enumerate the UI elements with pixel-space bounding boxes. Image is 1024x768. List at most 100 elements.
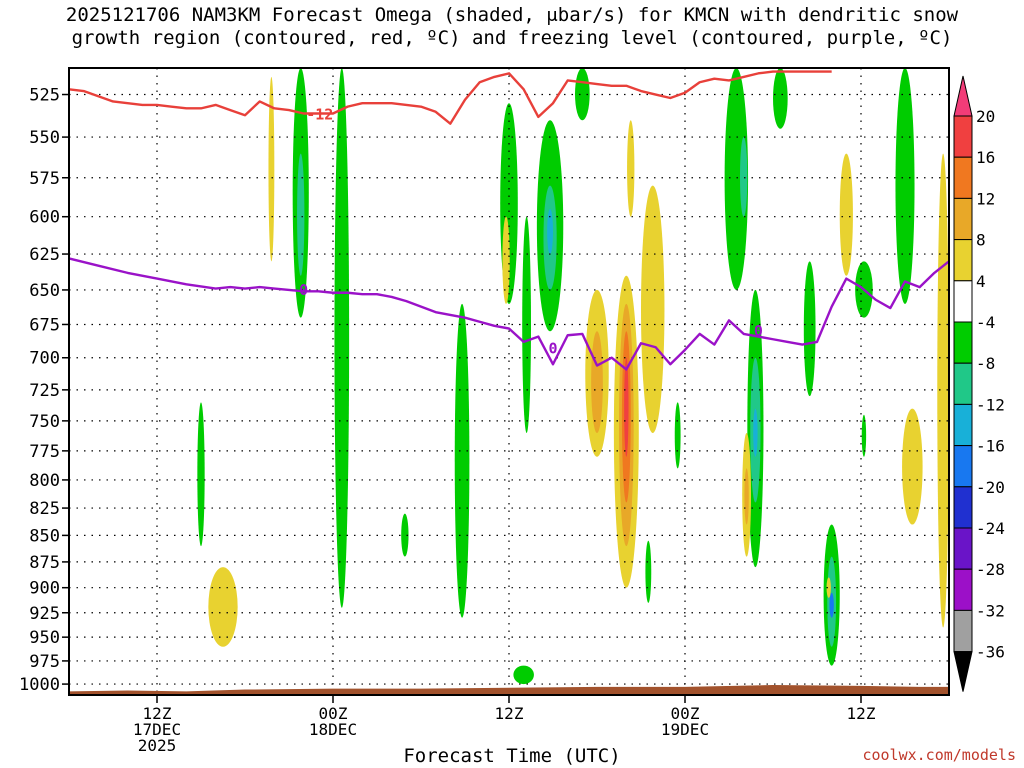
omega-region-13 [645, 540, 652, 603]
omega-region-5 [454, 303, 470, 618]
colorbar-label: -8 [976, 354, 995, 373]
y-tick-label: 625 [29, 245, 60, 265]
omega-region-41 [839, 153, 853, 276]
omega-region-20 [753, 408, 758, 457]
omega-region-15 [724, 68, 749, 290]
colorbar-band [953, 239, 973, 282]
omega-shading [197, 67, 950, 685]
omega-region-36 [624, 357, 629, 457]
omega-region-40 [744, 468, 749, 525]
omega-region-24 [829, 592, 834, 618]
omega-region-44 [937, 153, 950, 628]
colorbar-band [953, 445, 973, 488]
colorbar-label: -24 [976, 519, 1005, 538]
y-tick-label: 925 [29, 604, 60, 624]
x-tick-label: 12Z [495, 704, 524, 723]
y-tick-label: 825 [29, 499, 60, 519]
dendritic-contour-line [68, 70, 832, 125]
colorbar-band [953, 403, 973, 447]
x-tick-label: 17DEC [133, 720, 181, 739]
y-tick-label: 575 [29, 169, 60, 189]
dendritic-contour-label: -12 [306, 105, 333, 123]
terrain-area [69, 685, 949, 695]
colorbar: 20 16 12 8 4 -4 -8 -12 -16 -20 -24 -28 -32 -36 [953, 75, 1005, 692]
title-line-2: growth region (contoured, red, ºC) and f… [71, 27, 953, 49]
colorbar-label: 4 [976, 272, 986, 291]
freezing-level-label: 0 [299, 281, 308, 299]
colorbar-band [953, 156, 973, 199]
x-axis-title: Forecast Time (UTC) [403, 745, 621, 767]
y-tick-label: 800 [29, 471, 60, 491]
y-tick-label: 975 [29, 652, 60, 672]
y-tick-label: 900 [29, 579, 60, 599]
y-tick-label: 775 [29, 442, 60, 462]
omega-region-10 [547, 209, 553, 255]
colorbar-label: -20 [976, 478, 1005, 497]
colorbar-band [953, 362, 973, 405]
omega-region-30 [502, 216, 510, 304]
x-tick-label: 19DEC [661, 720, 709, 739]
colorbar-label: -28 [976, 560, 1005, 579]
colorbar-band [953, 486, 973, 529]
freezing-level-line [68, 257, 950, 371]
colorbar-label: 12 [976, 189, 995, 208]
x-tick-label: 18DEC [309, 720, 357, 739]
y-tick-label: 725 [29, 381, 60, 401]
y-tick-label: 550 [29, 128, 60, 148]
y-tick-label: 1000 [19, 675, 60, 695]
omega-region-2 [334, 68, 350, 608]
terrain [69, 685, 949, 695]
omega-region-4 [401, 513, 409, 557]
y-axis: 525 550 575 600 625 650 675 700 725 750 775 800 825 8… [19, 86, 69, 695]
y-tick-label: 600 [29, 208, 60, 228]
omega-region-16 [740, 137, 748, 217]
colorbar-label: -32 [976, 601, 1005, 620]
x-tick-label: 2025 [138, 736, 177, 755]
colorbar-label: -16 [976, 437, 1005, 456]
omega-region-37 [641, 185, 665, 433]
omega-region-27 [895, 68, 915, 304]
omega-region-43 [902, 408, 923, 525]
omega-region-11 [513, 665, 534, 685]
freezing-level-label: 0 [548, 340, 557, 358]
colorbar-label: -4 [976, 313, 995, 332]
title-line-1: 2025121706 NAM3KM Forecast Omega (shaded… [65, 4, 959, 26]
credit-text: coolwx.com/models [862, 746, 1016, 764]
y-tick-label: 750 [29, 412, 60, 432]
colorbar-label: -36 [976, 643, 1005, 662]
y-tick-label: 675 [29, 315, 60, 335]
omega-region-28 [268, 76, 275, 262]
x-tick-label: 12Z [143, 704, 172, 723]
y-tick-label: 650 [29, 281, 60, 301]
colorbar-band [953, 321, 973, 364]
chart-title: 2025121706 NAM3KM Forecast Omega (shaded… [0, 4, 1024, 50]
y-tick-label: 950 [29, 628, 60, 648]
colorbar-label: 8 [976, 231, 986, 250]
contour-lines: -12 0 0 0 [68, 70, 950, 371]
omega-region-21 [803, 261, 816, 397]
x-tick-label: 12Z [847, 704, 876, 723]
omega-region-29 [208, 567, 238, 647]
x-tick-label: 00Z [319, 704, 348, 723]
colorbar-band [953, 609, 973, 653]
colorbar-bottom-arrow [953, 651, 973, 692]
omega-region-3 [197, 402, 205, 547]
colorbar-label: 20 [976, 107, 995, 126]
y-tick-label: 850 [29, 526, 60, 546]
omega-region-17 [773, 68, 788, 129]
omega-region-14 [674, 402, 681, 469]
freezing-level-label: 0 [754, 322, 763, 340]
colorbar-top-arrow [953, 75, 973, 117]
omega-region-38 [627, 120, 635, 217]
omega-region-1 [297, 153, 305, 276]
colorbar-band [953, 527, 973, 570]
omega-region-32 [591, 331, 603, 433]
omega-region-42 [826, 577, 831, 598]
y-tick-label: 525 [29, 86, 60, 106]
omega-region-26 [861, 414, 867, 457]
colorbar-band [953, 197, 973, 241]
colorbar-label: -12 [976, 395, 1005, 414]
y-tick-label: 700 [29, 349, 60, 369]
